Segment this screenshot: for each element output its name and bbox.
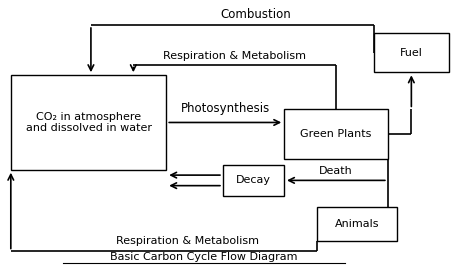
Text: Respiration & Metabolism: Respiration & Metabolism xyxy=(163,51,306,61)
FancyBboxPatch shape xyxy=(317,207,397,241)
Text: Death: Death xyxy=(319,167,353,176)
Text: Combustion: Combustion xyxy=(220,8,291,21)
FancyBboxPatch shape xyxy=(223,165,284,196)
Text: Animals: Animals xyxy=(335,219,379,229)
Text: Respiration & Metabolism: Respiration & Metabolism xyxy=(116,236,259,246)
FancyBboxPatch shape xyxy=(374,33,449,72)
Text: Green Plants: Green Plants xyxy=(300,129,372,139)
Text: Fuel: Fuel xyxy=(400,48,423,58)
Text: CO₂ in atmosphere
and dissolved in water: CO₂ in atmosphere and dissolved in water xyxy=(26,112,152,133)
Text: Basic Carbon Cycle Flow Diagram: Basic Carbon Cycle Flow Diagram xyxy=(110,252,298,262)
Text: Decay: Decay xyxy=(236,175,271,185)
FancyBboxPatch shape xyxy=(11,75,166,170)
Text: Photosynthesis: Photosynthesis xyxy=(181,102,270,115)
FancyBboxPatch shape xyxy=(284,109,388,159)
